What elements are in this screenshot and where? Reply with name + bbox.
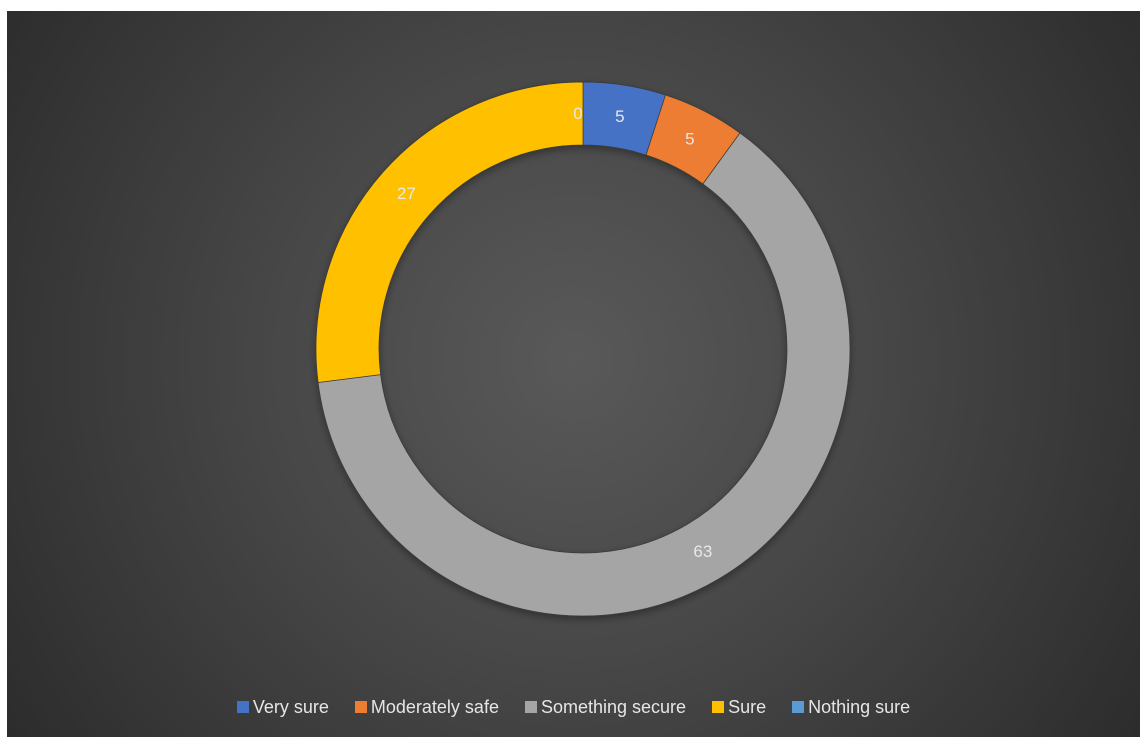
legend-label: Nothing sure xyxy=(808,696,911,717)
data-label-moderately-safe: 5 xyxy=(685,130,694,149)
legend-item-nothing-sure: Nothing sure xyxy=(792,697,910,718)
donut-chart: 5 5 63 27 0 xyxy=(315,81,851,617)
legend-swatch xyxy=(792,701,805,713)
legend-label: Very sure xyxy=(252,696,329,717)
data-label-something-secure: 63 xyxy=(693,542,712,561)
legend-label: Moderately safe xyxy=(370,696,499,717)
data-label-nothing-sure: 0 xyxy=(573,104,582,123)
legend-label: Sure xyxy=(728,696,767,717)
slice-something-secure xyxy=(317,132,851,617)
chart-legend: Very sure Moderately safe Something secure… xyxy=(7,692,1140,722)
legend-swatch xyxy=(236,701,249,713)
slice-sure xyxy=(315,81,584,383)
legend-item-something-secure: Something secure xyxy=(524,696,687,718)
legend-label: Something secure xyxy=(540,696,687,717)
legend-item-sure: Sure xyxy=(712,697,766,718)
legend-item-moderately-safe: Moderately safe xyxy=(354,696,499,718)
legend-swatch xyxy=(712,701,725,713)
data-label-sure: 27 xyxy=(397,184,416,203)
legend-swatch xyxy=(524,701,537,713)
legend-swatch xyxy=(354,701,367,713)
chart-area: 5 5 63 27 0 Very sure Moderately safe Somethin… xyxy=(7,11,1140,737)
data-label-very-sure: 5 xyxy=(615,107,624,126)
legend-item-very-sure: Very sure xyxy=(236,696,329,718)
